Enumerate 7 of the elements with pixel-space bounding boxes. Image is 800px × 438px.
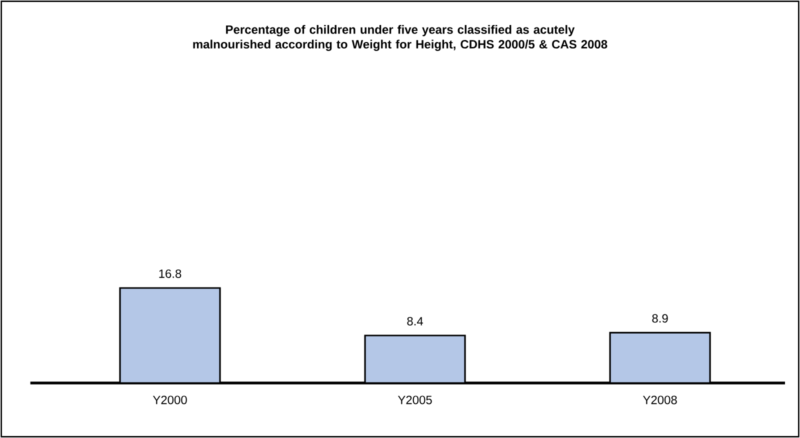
x-tick-label: Y2008 <box>642 396 677 404</box>
chart-title: Percentage of children under five years classified as acutely malnourished according to Weight for Height, CDHS 2000/5 & CAS 2008 <box>193 25 608 51</box>
data-label: 8.4 <box>407 316 424 326</box>
x-tick-label: Y2000 <box>152 396 187 404</box>
x-tick-label: Y2005 <box>398 396 432 404</box>
data-label: 16.8 <box>159 269 182 278</box>
data-label: 8.9 <box>652 314 668 323</box>
